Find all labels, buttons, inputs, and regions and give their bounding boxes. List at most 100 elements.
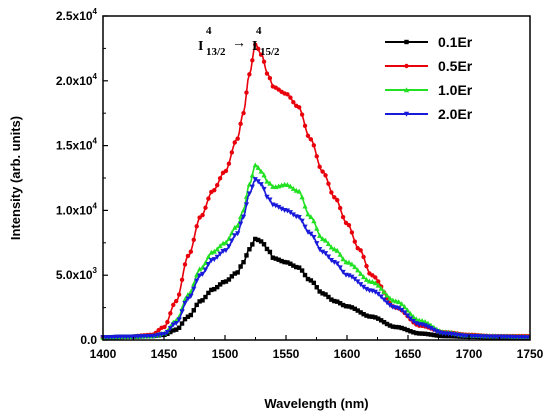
- series-point-0-1er: [200, 298, 205, 303]
- series-point-0-1er: [419, 331, 425, 336]
- series-point-0-5er: [232, 140, 237, 145]
- series-point-0-1er: [188, 312, 194, 318]
- series-point-1-0er: [419, 317, 425, 323]
- series-point-0-5er: [238, 121, 243, 127]
- x-axis-title: Wavelength (nm): [264, 396, 368, 411]
- legend-label: 1.0Er: [438, 82, 473, 98]
- series-point-2-0er: [290, 212, 296, 218]
- y-tick-label: 2.5x104: [56, 7, 98, 23]
- series-point-0-1er: [250, 242, 255, 247]
- series-point-0-1er: [258, 239, 264, 244]
- annotation-arrow: →: [232, 36, 246, 51]
- series-point-0-5er: [258, 52, 264, 57]
- series-point-0-1er: [247, 247, 252, 252]
- legend-label: 2.0Er: [438, 106, 473, 122]
- series-point-0-1er: [279, 258, 284, 264]
- series-point-2-0er: [202, 267, 209, 273]
- series-point-0-1er: [191, 308, 196, 313]
- series-point-0-1er: [244, 253, 249, 258]
- series-point-0-5er: [305, 133, 311, 138]
- series-point-2-0er: [179, 309, 185, 315]
- series-point-1-0er: [290, 185, 296, 191]
- series-point-0-5er: [323, 173, 328, 178]
- series-point-2-0er: [197, 273, 203, 279]
- series-point-0-1er: [396, 325, 401, 330]
- series-point-0-5er: [352, 239, 358, 244]
- y-axis-title: Intensity (arb. units): [8, 116, 23, 240]
- series-point-0-5er: [197, 215, 202, 220]
- series-point-0-1er: [226, 277, 232, 282]
- series-point-0-1er: [370, 314, 375, 319]
- series-point-2-0er: [235, 231, 241, 237]
- series-point-0-1er: [176, 325, 182, 330]
- series-point-2-0er: [308, 231, 314, 237]
- series-point-1-0er: [401, 304, 408, 310]
- series-point-1-0er: [346, 259, 352, 265]
- series-point-0-1er: [305, 276, 311, 282]
- series-point-2-0er: [384, 300, 390, 306]
- series-point-0-5er: [182, 262, 188, 267]
- series-point-0-5er: [223, 168, 229, 174]
- series-point-2-0er: [185, 296, 191, 302]
- series-point-0-1er: [332, 298, 337, 304]
- annotation-to-superscript: 4: [256, 25, 262, 37]
- series-point-0-1er: [399, 325, 404, 331]
- series-point-0-5er: [329, 190, 334, 195]
- legend-item-0-1er: 0.1Er: [385, 34, 473, 50]
- series-point-2-0er: [214, 254, 220, 260]
- series-point-2-0er: [232, 233, 238, 239]
- series-point-2-0er: [355, 279, 361, 285]
- series-point-0-5er: [217, 176, 223, 181]
- series-point-0-1er: [320, 291, 325, 296]
- series-point-0-1er: [238, 264, 243, 269]
- series-point-1-0er: [293, 187, 299, 193]
- series-point-2-0er: [220, 248, 226, 254]
- x-tick-label: 1500: [212, 347, 239, 361]
- series-point-1-0er: [214, 246, 220, 252]
- series-point-2-0er: [255, 179, 261, 185]
- series-point-0-5er: [188, 249, 194, 254]
- series-point-2-0er: [226, 244, 232, 250]
- series-point-0-1er: [214, 284, 220, 290]
- series-point-2-0er: [431, 327, 437, 333]
- series-point-0-1er: [355, 308, 360, 313]
- series-point-2-0er: [360, 284, 367, 290]
- series-point-2-0er: [273, 203, 279, 209]
- series-point-2-0er: [252, 177, 258, 183]
- series-point-2-0er: [284, 208, 291, 214]
- series-point-0-1er: [431, 332, 437, 338]
- series-point-0-1er: [346, 304, 352, 309]
- series-point-0-5er: [337, 205, 343, 211]
- series-point-1-0er: [267, 180, 273, 186]
- series-point-2-0er: [387, 302, 393, 308]
- x-tick-label: 1650: [395, 347, 422, 361]
- series-point-0-1er: [343, 304, 349, 309]
- series-point-2-0er: [287, 210, 293, 216]
- series-point-2-0er: [322, 251, 329, 257]
- series-point-2-0er: [320, 249, 326, 255]
- series-point-1-0er: [311, 218, 317, 224]
- series-point-2-0er: [240, 214, 247, 220]
- series-point-2-0er: [194, 278, 200, 284]
- series-point-0-5er: [264, 71, 270, 76]
- series-point-0-5er: [174, 298, 179, 304]
- series-point-1-0er: [369, 278, 375, 284]
- series-point-2-0er: [249, 184, 255, 190]
- series-point-0-1er: [329, 297, 334, 302]
- series-point-2-0er: [358, 282, 364, 288]
- series-point-2-0er: [331, 259, 337, 265]
- series-point-0-5er: [291, 99, 296, 105]
- series-point-2-0er: [199, 271, 206, 277]
- annotation-from-superscript: 4: [206, 25, 212, 37]
- series-point-1-0er: [393, 298, 399, 304]
- series-point-0-5er: [214, 183, 220, 188]
- series-point-1-0er: [258, 168, 264, 174]
- series-point-1-0er: [305, 211, 311, 217]
- series-point-2-0er: [217, 251, 223, 257]
- series-point-1-0er: [381, 289, 387, 295]
- legend-label: 0.5Er: [438, 58, 473, 74]
- series-point-2-0er: [381, 297, 387, 303]
- series-point-1-0er: [217, 243, 223, 249]
- series-point-0-5er: [340, 214, 346, 220]
